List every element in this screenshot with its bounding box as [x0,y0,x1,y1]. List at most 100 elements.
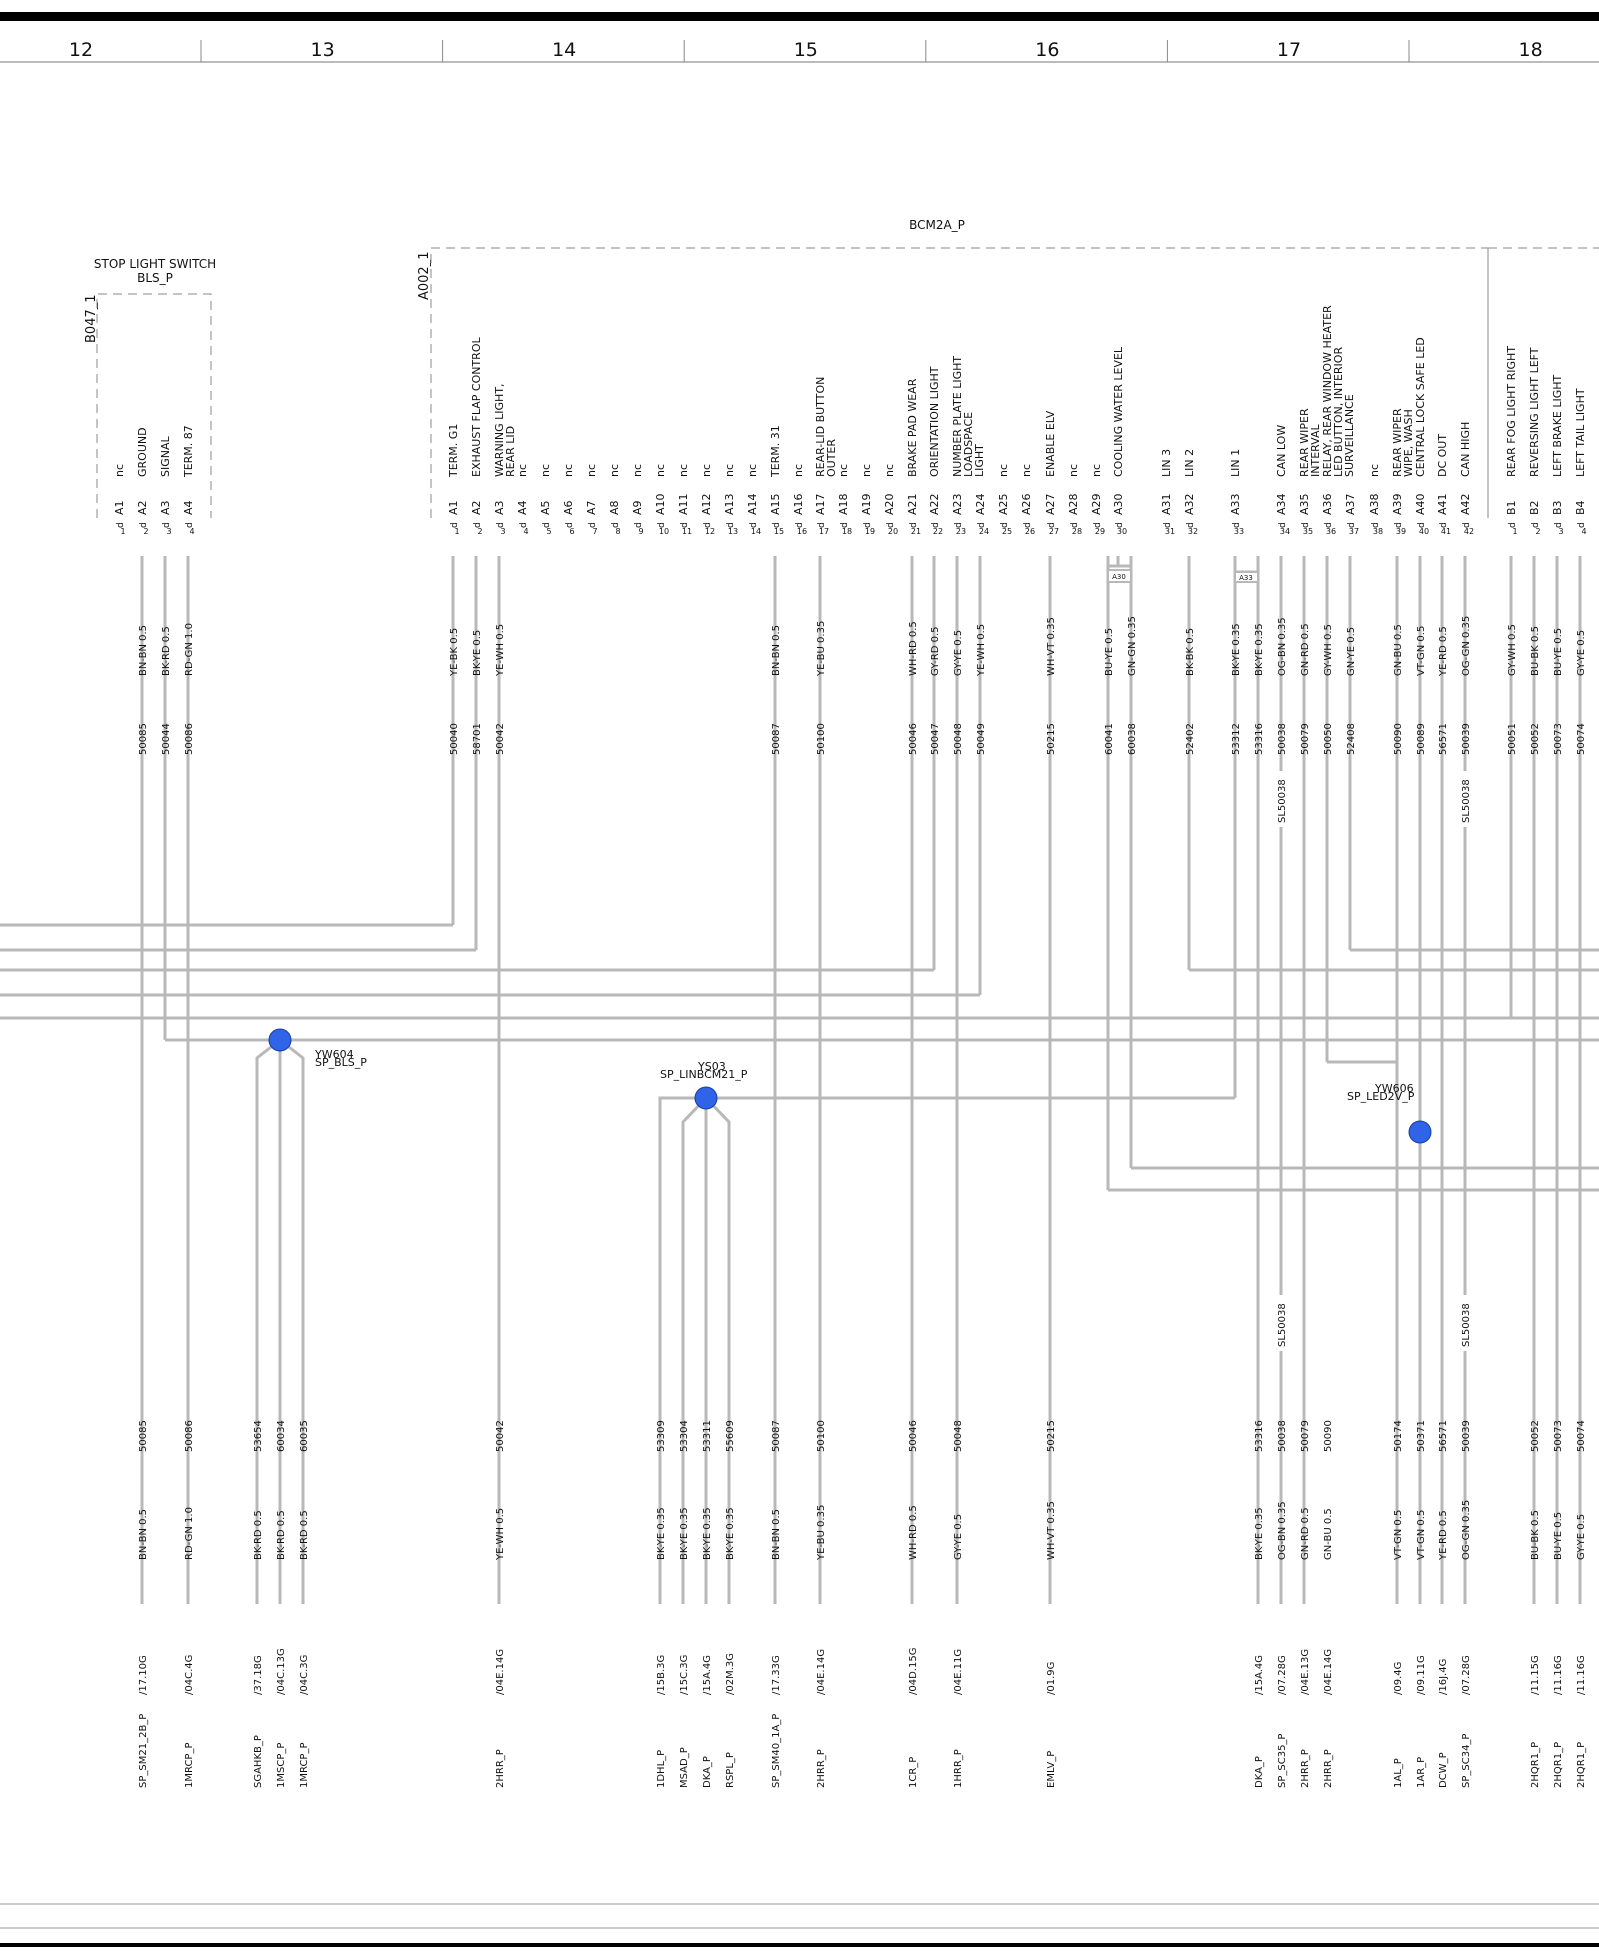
pin-function: CAN LOW [1275,425,1288,477]
pin-label: B2 [1528,500,1541,515]
pin-number: 13 [728,527,738,536]
wire-number-label: 60038 [1127,723,1138,755]
pin-label: A13 [723,493,736,515]
wire-color-label: GY-YE 0.5 [1576,630,1587,676]
pin-number: 24 [979,527,989,536]
pin-number: 12 [705,527,715,536]
pin-mark: d [565,522,575,528]
pin-mark: d [542,522,552,528]
pin-label: A4 [182,500,195,515]
wire-color-label: RD-GN 1.0 [184,1507,195,1560]
wire-color-label: YE-BU 0.35 [816,621,827,677]
pin-label: A40 [1414,493,1427,515]
top-border-bar [0,12,1599,21]
pin-mark: d [185,522,195,528]
pin-function: SURVEILLANCE [1343,394,1356,477]
pin-label: A16 [792,493,805,515]
wire-number-label: 50087 [771,723,782,755]
pin-label: B5 [1597,500,1599,515]
pin-label: A20 [883,493,896,515]
pin-function: REAR FOG LIGHT RIGHT [1505,346,1518,477]
wire-color-label: YE-WH 0.5 [976,624,987,677]
pin-function: DAYTIME DRIVING LIGHT RI [1597,328,1599,477]
pin-number: 4 [1581,527,1586,536]
pin-mark: d [795,522,805,528]
grid-column-header: 12 13 14 15 16 17 18 [69,39,1543,62]
pin-number: 20 [888,527,898,536]
pin-mark: d [1186,522,1196,528]
pin-number: 3 [500,527,505,536]
pin-mark: d [1577,522,1587,528]
pin-label: A36 [1321,493,1334,515]
wire-number-label: 53312 [1231,723,1242,755]
pin-label: A38 [1368,493,1381,515]
wire-color-label: GY-WH 0.5 [1507,624,1518,676]
pin-mark: d [1394,522,1404,528]
pin-label: A2 [136,500,149,515]
wires [0,556,1599,1604]
wire-number-label: 50040 [449,723,460,755]
wire-labels: BN-BN 0.5 50085 BK-RD 0.5 50044 RD-GN 1.0 500… [138,616,1587,1788]
grid-column-number: 18 [1519,39,1543,61]
pin-number: 4 [523,527,528,536]
wire-destination: 1MRCP_P [299,1743,310,1788]
wire-color-label: GN-RD 0.5 [1300,1507,1311,1560]
wire-reference: /04E.14G [816,1649,827,1695]
wire-number-label: 50046 [908,1420,919,1452]
pin-mark: d [1462,522,1472,528]
wire-destination: 2HRR_P [1323,1749,1334,1788]
wire-number-label: 53316 [1254,723,1265,755]
pin-mark: d [840,522,850,528]
wire-destination: MSAD_P [679,1747,690,1788]
pin-mark: d [886,522,896,528]
sl-label: SL50038 [1461,1303,1472,1347]
pin-label: A25 [997,493,1010,515]
pin-mark: d [496,522,506,528]
pin-number: 25 [1002,527,1012,536]
wire [1327,1040,1399,1064]
wire-number-label: 50086 [184,1420,195,1452]
pin-mark: d [1347,522,1357,528]
wire-number-label: 50049 [976,723,987,755]
wire-color-label: WH-VT 0.35 [1046,1501,1057,1560]
wire-reference: /09.4G [1393,1662,1404,1695]
wire-reference: /04C.13G [276,1648,287,1695]
pin-mark: d [1163,522,1173,528]
pin-function: SIGNAL [159,435,172,477]
wire-color-label: BK-YE 0.35 [1254,623,1265,676]
wire-number-label: 53654 [253,1420,264,1452]
wire-number-label: 55609 [725,1420,736,1452]
wire-color-label: GN-BU 0.5 [1393,624,1404,676]
pin-label: A26 [1020,493,1033,515]
sl-label: SL50038 [1461,779,1472,823]
pin-function: TERM. 31 [769,425,782,478]
pin-mark: d [1531,522,1541,528]
wire-color-label: GN-GN 0.35 [1127,616,1138,676]
wire-reference: /04D.15G [908,1648,919,1695]
pin-function: LIN 2 [1183,449,1196,477]
pin-label: A9 [631,500,644,515]
sl-label-bg [1459,771,1471,827]
pin-number: 16 [797,527,807,536]
pin-number: 42 [1464,527,1474,536]
pin-mark: d [450,522,460,528]
wire-color-label: BK-BK 0.5 [1185,628,1196,676]
wire-color-label: BK-YE 0.35 [679,1507,690,1560]
wire-number-label: 50039 [1461,1420,1472,1452]
wire-reference: /02M.3G [725,1653,736,1695]
wire-color-label: BK-RD 0.5 [161,626,172,676]
pin-label: A33 [1229,493,1242,515]
pin-function: nc [677,464,690,477]
pin-mark: d [1000,522,1010,528]
wire-destination: 1HRR_P [953,1749,964,1788]
pin-number: 4 [189,527,194,536]
pin-label: A15 [769,493,782,515]
pin-mark: d [817,522,827,528]
wire-reference: /04E.14G [1323,1649,1334,1695]
wire-color-label: BU-BK 0.5 [1530,1510,1541,1560]
wire-number-label: 50079 [1300,723,1311,755]
wire-number-label: 50038 [1277,1420,1288,1452]
pin-label: A23 [951,493,964,515]
wire-number-label: 50073 [1553,1420,1564,1452]
